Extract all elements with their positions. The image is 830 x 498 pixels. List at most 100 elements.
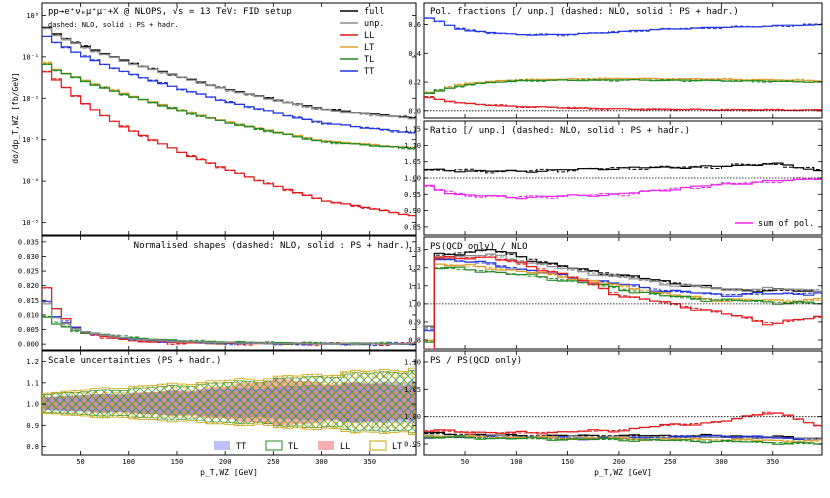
shapes-ytick-label: 0.000: [18, 341, 39, 349]
main-dashed-full: [42, 27, 416, 118]
scale-xtick-label: 350: [363, 458, 376, 466]
shapes-ytick-label: 0.015: [18, 297, 39, 305]
ps_ps-xtick-label: 350: [766, 458, 779, 466]
fractions-series-group: [424, 17, 822, 112]
ps_ps-series-group: [424, 411, 822, 445]
ratio-ytick-label: 1.00: [404, 175, 421, 183]
legend-label-scale-TT: TT: [236, 442, 246, 452]
ratio-solid-full: [424, 162, 822, 173]
scale-xtick-label: 100: [122, 458, 135, 466]
scale-xtick-label: 50: [76, 458, 84, 466]
shapes-solid-unp.: [42, 303, 416, 345]
fractions-ytick-label: 0.4: [408, 50, 421, 58]
scale-ytick-label: 1.2: [26, 358, 39, 366]
main-solid-LT: [42, 62, 416, 149]
ps_ps-solid-LL: [424, 412, 822, 435]
ps_nlo-ytick-label: 1.3: [408, 246, 421, 254]
ps_ps-xtick-label: 150: [561, 458, 574, 466]
legend-label-unp: unp.: [364, 19, 384, 29]
scale-ytick-label: 1.0: [26, 401, 39, 409]
ps_nlo-ytick-label: 0.9: [408, 318, 421, 326]
scale-band-LT: [42, 367, 416, 436]
scale-ytick-label: 0.8: [26, 443, 39, 451]
ps_ps-xtick-label: 250: [664, 458, 677, 466]
main-ytick-label: 10⁻³: [22, 136, 39, 144]
ps_ps-ytick-label: 1.00: [404, 413, 421, 421]
shapes-dashed-TT: [42, 301, 416, 346]
fractions-ytick-label: 0.6: [408, 21, 421, 29]
main-dashed-LT: [42, 61, 416, 150]
scale-xtick-label: 200: [219, 458, 232, 466]
main-subtitle: dashed: NLO, solid : PS + hadr.: [48, 21, 179, 29]
legend-swatch-scale-TT: [214, 441, 230, 450]
fractions-solid-LT: [424, 77, 822, 93]
legend-label-full: full: [364, 7, 384, 17]
scale-title: Scale uncertainties (PS + hadr.): [48, 356, 221, 366]
plot-layer: 10⁰ 10⁻¹ 10⁻² 10⁻³ 10⁻⁴ 10⁻⁵ 0.035 0.030 0.025 0.…: [18, 3, 822, 466]
main-series-group: [42, 26, 416, 217]
ps_ps-xtick-label: 50: [461, 458, 469, 466]
ratio-ytick-label: 1.10: [404, 142, 421, 150]
fractions-ytick-label: 0.0: [408, 107, 421, 115]
ps-ps-title: PS / PS(QCD only): [430, 356, 522, 366]
legend-label-TT: TT: [364, 67, 374, 77]
ratio-ytick-label: 1.05: [404, 158, 421, 166]
shapes-solid-LL: [42, 287, 416, 346]
main-solid-LL: [42, 71, 416, 217]
ps_nlo-solid-unp.: [424, 253, 822, 327]
shapes-series-group: [42, 287, 416, 347]
ps_ps-xtick-label: 300: [715, 458, 728, 466]
main-ytick-label: 10⁻⁴: [22, 178, 39, 186]
scale-legend: TT TL LL LT: [214, 440, 402, 452]
main-ytick-label: 10⁻⁵: [22, 219, 39, 227]
ps_nlo-solid-TL: [424, 266, 822, 343]
ps-ps-panel-frame: [423, 350, 823, 456]
scale-ytick-label: 0.9: [26, 422, 39, 430]
legend-swatch-scale-LT: [369, 440, 387, 451]
ratio-ytick-label: 0.85: [404, 223, 421, 231]
scale-ytick-label: 1.1: [26, 379, 39, 387]
fractions-solid-LL: [424, 97, 822, 112]
shapes-solid-TL: [42, 316, 416, 345]
main-solid-full: [42, 26, 416, 119]
main-panel-frame: [41, 2, 417, 236]
shapes-title: Normalised shapes (dashed: NLO, solid : …: [134, 241, 410, 251]
legend-label-scale-LT: LT: [392, 442, 402, 452]
ratio-ytick-label: 1.15: [404, 126, 421, 134]
ratio-solid-sum: [424, 178, 822, 200]
main-solid-TL: [42, 63, 416, 150]
ratio-series-group: [424, 162, 822, 200]
ratio-title: Ratio [/ unp.] (dashed: NLO, solid : PS …: [430, 126, 690, 136]
shapes-ytick-label: 0.020: [18, 282, 39, 290]
ratio-legend: sum of pol.: [735, 219, 814, 229]
scale-xtick-label: 250: [267, 458, 280, 466]
fractions-solid-TT: [424, 17, 822, 36]
ps_nlo-series-group: [424, 249, 822, 349]
legend-swatch-scale-LL: [318, 441, 334, 450]
main-solid-TT: [42, 35, 416, 134]
ps_nlo-solid-LL: [424, 256, 822, 349]
ps_ps-dashed-LL: [424, 411, 822, 434]
shapes-dashed-TL: [42, 315, 416, 346]
x-axis-label-left: p_T,WZ [GeV]: [200, 468, 258, 477]
ps_nlo-ytick-label: 1.0: [408, 300, 421, 308]
ps_ps-solid-TL: [424, 435, 822, 445]
shapes-ytick-label: 0.005: [18, 326, 39, 334]
main-dashed-TL: [42, 64, 416, 150]
main-ytick-label: 10⁰: [26, 12, 39, 20]
main-dashed-unp.: [42, 28, 416, 120]
ps_ps-ytick-label: 0.95: [404, 441, 421, 449]
legend-label-sum: sum of pol.: [758, 219, 814, 229]
ps_nlo-ytick-label: 1.1: [408, 282, 421, 290]
main-y-axis-label: dσ/dp_T,WZ [fb/GeV]: [11, 72, 20, 164]
main-dashed-LL: [42, 70, 416, 216]
shapes-dashed-LL: [42, 287, 416, 347]
ps_nlo-dashed-LL: [424, 256, 822, 349]
shapes-dashed-unp.: [42, 301, 416, 346]
ps_nlo-dashed-TL: [424, 267, 822, 343]
ps_nlo-solid-TT: [424, 258, 822, 332]
legend-label-LL: LL: [364, 31, 374, 41]
main-legend: full unp. LL LT TL TT: [340, 7, 384, 77]
legend-label-scale-LL: LL: [340, 442, 350, 452]
